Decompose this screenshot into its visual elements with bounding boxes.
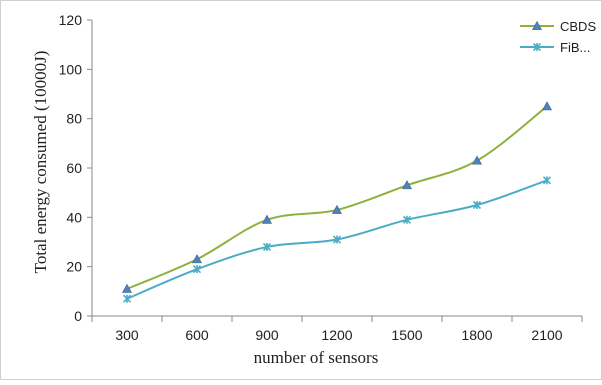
y-tick-label: 0 xyxy=(74,308,82,324)
x-tick-label: 1200 xyxy=(321,327,352,343)
data-point-1-5 xyxy=(472,200,482,210)
y-tick-label: 40 xyxy=(66,209,82,225)
x-tick-label: 2100 xyxy=(531,327,562,343)
x-tick-label: 900 xyxy=(255,327,279,343)
legend-label-1: FiB... xyxy=(560,40,590,55)
data-point-1-1 xyxy=(192,265,202,274)
data-point-0-3 xyxy=(331,204,343,214)
data-point-0-4 xyxy=(401,180,413,190)
legend-item-1: FiB... xyxy=(520,40,590,55)
legend: CBDS FiB... xyxy=(520,19,596,55)
data-point-0-0 xyxy=(121,283,133,293)
y-axis-title: Total energy consumed (10000J) xyxy=(31,51,50,274)
y-tick-label: 120 xyxy=(59,12,83,28)
x-tick-label: 1500 xyxy=(391,327,422,343)
legend-marker-1 xyxy=(532,42,542,52)
data-point-1-3 xyxy=(332,235,342,244)
legend-item-0: CBDS xyxy=(520,19,596,34)
x-axis-title: number of sensors xyxy=(254,348,379,367)
axes: 0 20 40 60 80 100 120 300 600 900 1200 1500 1800 2100 xyxy=(59,12,583,343)
y-tick-label: 20 xyxy=(66,259,82,275)
y-tick-label: 100 xyxy=(59,61,83,77)
data-point-1-2 xyxy=(262,242,272,251)
data-point-1-6 xyxy=(542,176,552,185)
y-tick-label: 60 xyxy=(66,160,82,176)
series-0 xyxy=(121,101,553,293)
series-layer xyxy=(121,101,553,303)
data-point-1-0 xyxy=(122,294,132,303)
legend-marker-0 xyxy=(531,20,543,30)
data-point-0-1 xyxy=(191,254,203,264)
series-1 xyxy=(122,176,552,303)
y-tick-label: 80 xyxy=(66,111,82,127)
x-tick-label: 600 xyxy=(185,327,209,343)
data-point-0-5 xyxy=(471,155,483,165)
legend-label-0: CBDS xyxy=(560,19,596,34)
x-tick-label: 1800 xyxy=(461,327,492,343)
data-point-0-6 xyxy=(541,101,553,111)
x-tick-label: 300 xyxy=(115,327,139,343)
data-point-1-4 xyxy=(402,215,412,224)
data-point-0-2 xyxy=(261,214,273,224)
